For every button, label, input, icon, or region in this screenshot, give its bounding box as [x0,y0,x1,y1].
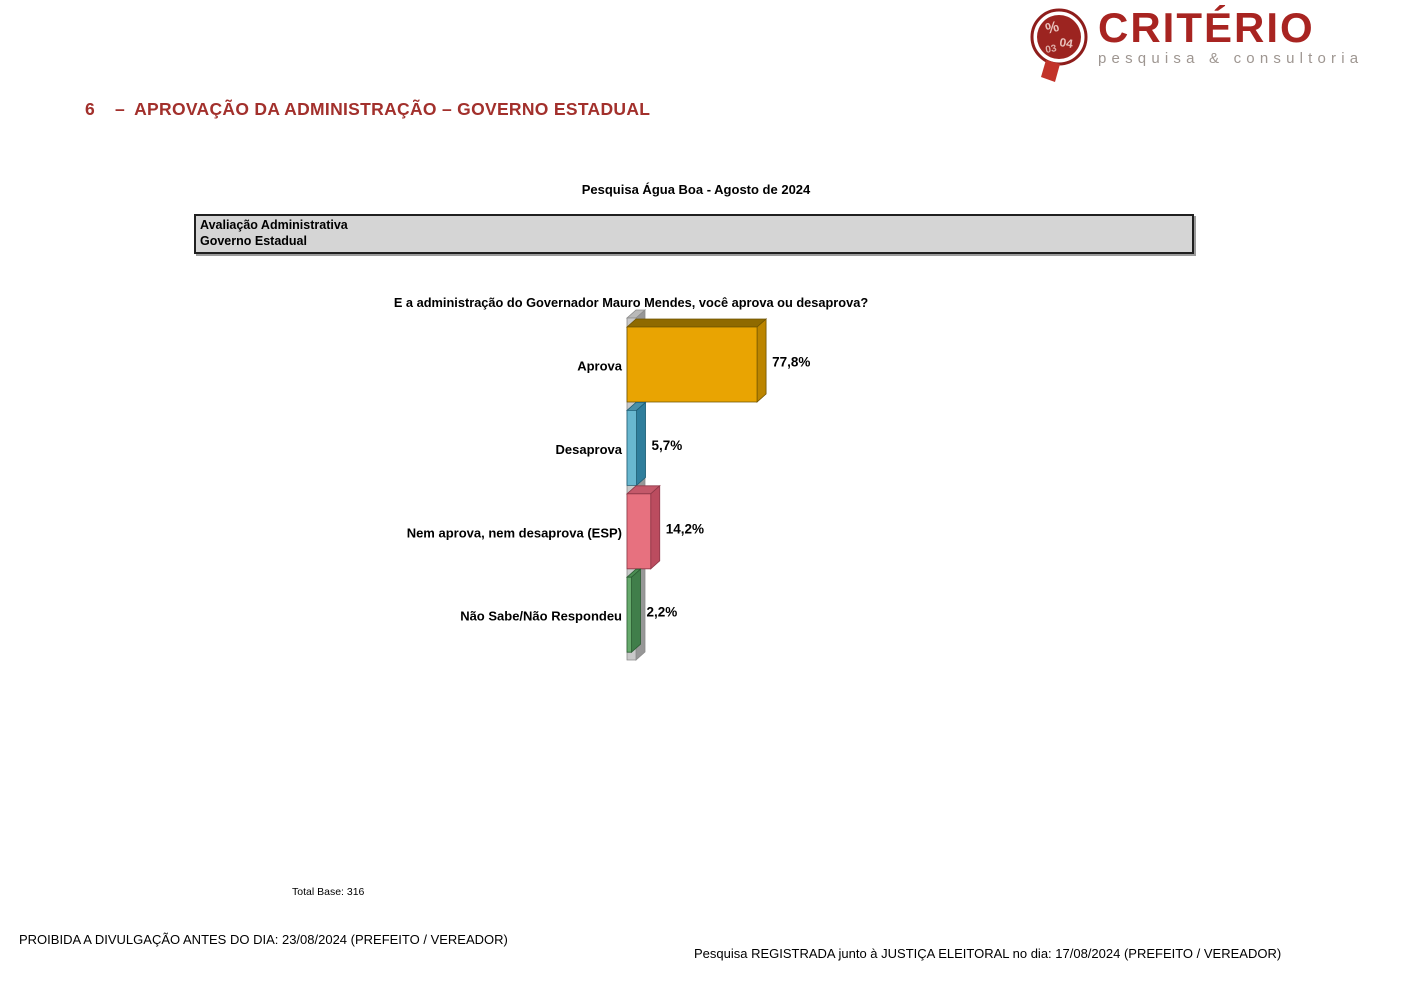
chart-question: E a administração do Governador Mauro Me… [393,295,869,310]
value-label-2: 14,2% [666,521,704,536]
section-dash: – [115,99,126,119]
logo-symbol-03: 03 [1045,43,1058,56]
logo-symbol-percent: % [1044,18,1061,38]
section-number: 6 [85,99,96,119]
bar-chart-svg: Aprova 77,8% Desaprova 5,7% Nem aprova, nem … [407,309,810,661]
category-label-2: Nem aprova, nem desaprova (ESP) [407,525,622,540]
total-base-label: Total Base: 316 [292,886,365,898]
section-heading: 6– APROVAÇÃO DA ADMINISTRAÇÃO – GOVERNO E… [85,99,650,120]
bar-front-3 [626,576,632,653]
bar-side-1 [636,401,646,487]
value-label-0: 77,8% [772,355,810,370]
section-title: APROVAÇÃO DA ADMINISTRAÇÃO – GOVERNO EST… [134,99,651,119]
logo-disc [1037,15,1081,59]
footer-registration: Pesquisa REGISTRADA junto à JUSTIÇA ELEI… [694,946,1282,961]
logo-symbol-04: 04 [1059,35,1075,51]
bar-top-0 [625,318,768,328]
logo-tagline: pesquisa & consultoria [1098,50,1364,68]
bar-side-3 [631,568,641,654]
logo-tag-handle [1041,60,1060,82]
value-label-3: 2,2% [647,605,678,620]
chart-header-box-line2: Governo Estadual [200,234,307,248]
chart-header-box-line1: Avaliação Administrativa [200,218,348,232]
category-label-1: Desaprova [556,442,623,457]
category-label-3: Não Sabe/Não Respondeu [460,609,622,624]
bar-side-2 [650,484,661,570]
logo-brand-name: CRITÉRIO [1098,4,1315,51]
criterio-logo-mark: % 04 03 [1030,8,1088,82]
chart-title: Pesquisa Água Boa - Agosto de 2024 [581,182,811,197]
bar-front-2 [626,493,652,570]
logo-text-block: CRITÉRIO pesquisa & consultoria [1098,4,1364,68]
value-label-1: 5,7% [652,438,683,453]
bar-side-0 [756,318,767,403]
bar-front-1 [626,410,637,486]
chart-header-box: Avaliação Administrativa Governo Estadua… [194,214,1194,254]
category-label-0: Aprova [577,359,623,374]
footer-prohibition: PROIBIDA A DIVULGAÇÃO ANTES DO DIA: 23/0… [19,932,508,947]
criterio-logo: % 04 03 CRITÉRIO pesquisa & consultoria [1029,4,1364,88]
bar-front-0 [626,326,758,403]
